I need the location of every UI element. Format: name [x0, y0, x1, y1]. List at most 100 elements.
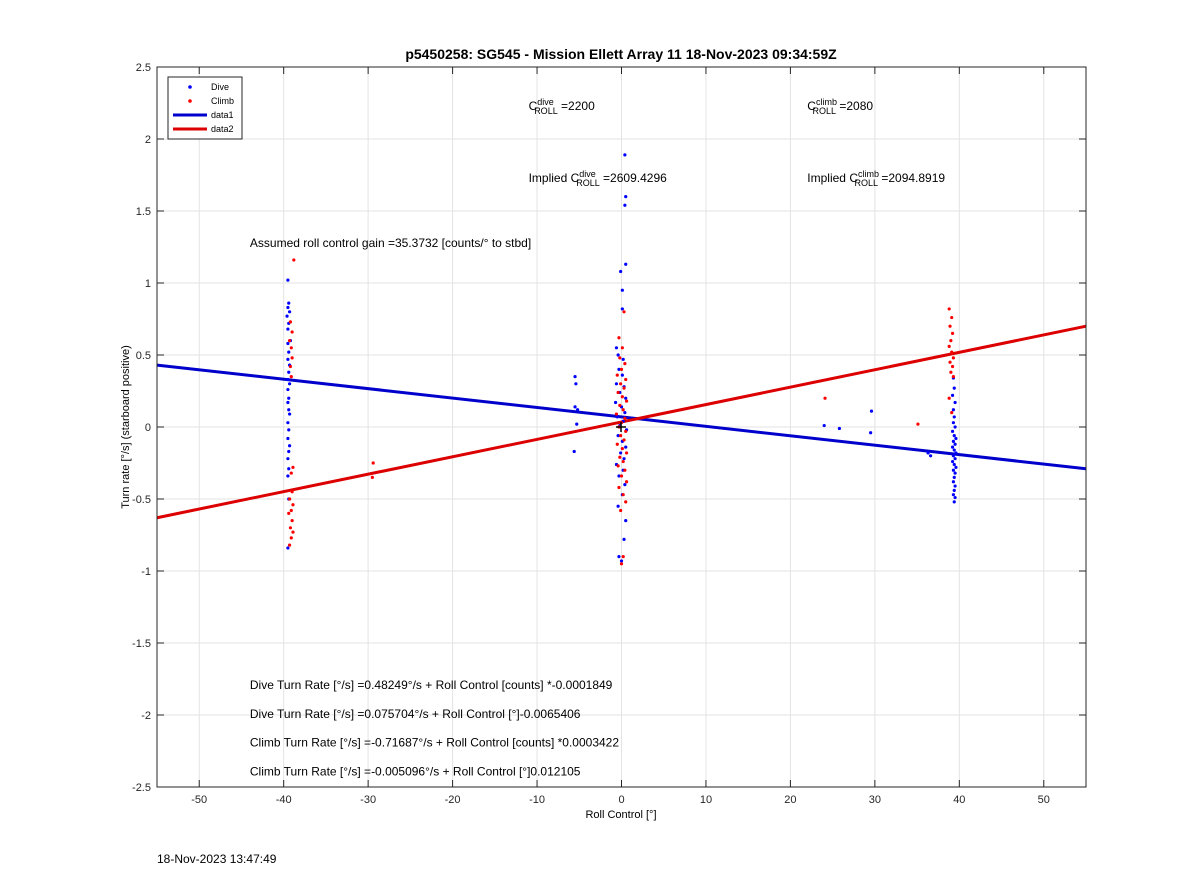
point-dive — [952, 415, 956, 419]
point-climb — [288, 364, 293, 369]
point-climb — [291, 503, 295, 507]
point-climb — [289, 536, 293, 540]
point-dive — [622, 457, 626, 461]
point-dive — [287, 370, 291, 374]
point-dive — [285, 314, 289, 318]
legend-marker-climb — [188, 99, 192, 103]
point-climb — [289, 346, 293, 350]
point-dive — [575, 422, 579, 426]
point-dive — [287, 382, 292, 386]
annotation-c-roll-climb: Cclimb ROLL =2080 — [807, 97, 873, 116]
point-climb — [618, 455, 622, 459]
point-dive — [624, 519, 628, 523]
point-climb — [619, 474, 624, 478]
point-climb — [614, 412, 619, 416]
point-dive — [287, 350, 291, 354]
point-dive — [954, 465, 958, 469]
point-climb — [615, 442, 619, 446]
point-dive — [287, 310, 292, 314]
point-dive — [573, 405, 577, 409]
point-climb — [290, 356, 294, 360]
point-climb — [289, 375, 293, 379]
annotations: Cdive ROLL =2200 Cclimb ROLL =2080 Implied C… — [250, 97, 946, 778]
point-climb — [951, 375, 956, 379]
point-dive — [869, 431, 873, 435]
annotation-climb-counts-fit: Climb Turn Rate [°/s] =-0.71687°/s + Rol… — [250, 736, 619, 750]
point-dive — [950, 429, 955, 433]
point-climb — [616, 390, 620, 395]
point-dive — [620, 288, 624, 292]
point-climb — [287, 511, 291, 515]
y-tick-label: 0 — [145, 422, 151, 434]
point-climb — [621, 408, 625, 412]
point-dive — [952, 500, 956, 504]
point-climb — [619, 434, 623, 438]
x-tick-label: -20 — [445, 794, 461, 806]
point-dive — [620, 373, 624, 377]
point-dive — [869, 409, 874, 413]
annotation-roll-gain: Assumed roll control gain =35.3732 [coun… — [250, 236, 531, 250]
point-climb — [948, 324, 952, 328]
point-dive — [953, 442, 957, 446]
x-tick-label: -40 — [276, 794, 292, 806]
point-climb — [615, 373, 619, 377]
point-dive — [616, 434, 620, 438]
point-climb — [616, 464, 620, 468]
point-dive — [286, 421, 290, 425]
point-climb — [949, 370, 953, 374]
y-tick-label: 1.5 — [136, 206, 151, 218]
point-climb — [620, 447, 624, 451]
point-dive — [286, 457, 290, 461]
point-dive — [953, 471, 957, 475]
point-climb — [621, 555, 625, 559]
legend: Dive Climb data1 data2 — [167, 76, 243, 140]
point-climb — [288, 320, 293, 324]
x-tick-label: 10 — [700, 794, 712, 806]
legend-label: data2 — [211, 124, 234, 134]
point-dive — [615, 415, 619, 419]
point-dive — [574, 382, 578, 386]
point-dive — [951, 454, 956, 458]
point-dive — [926, 451, 930, 455]
point-climb — [949, 339, 953, 343]
point-climb — [290, 519, 294, 523]
point-dive — [951, 468, 956, 472]
x-tick-label: 30 — [869, 794, 881, 806]
point-climb — [624, 500, 628, 504]
point-dive — [952, 434, 956, 438]
point-climb — [289, 508, 293, 513]
point-dive — [575, 408, 580, 412]
point-dive — [951, 408, 956, 412]
point-climb — [624, 451, 629, 455]
y-tick-label: 2.5 — [136, 62, 151, 74]
point-dive — [286, 436, 290, 441]
point-dive — [614, 382, 619, 386]
point-dive — [619, 269, 623, 274]
annotation-implied-c-roll-dive: Implied Cdive ROLL =2609.4296 — [529, 169, 668, 188]
point-dive — [286, 278, 290, 282]
point-climb — [951, 356, 956, 360]
point-dive — [953, 484, 957, 488]
point-climb — [371, 461, 375, 465]
point-climb — [619, 508, 623, 513]
y-axis-label: Turn rate [°/s] (starboard positive) — [120, 345, 132, 509]
point-dive — [951, 439, 956, 443]
x-tick-label: 50 — [1038, 794, 1050, 806]
point-dive — [287, 467, 291, 471]
x-tick-label: -30 — [360, 794, 376, 806]
point-climb — [288, 526, 293, 530]
point-climb — [622, 438, 626, 442]
point-dive — [950, 393, 955, 397]
point-dive — [954, 451, 958, 455]
point-climb — [289, 471, 293, 475]
point-dive — [619, 559, 624, 563]
point-climb — [624, 480, 629, 484]
point-dive — [286, 327, 290, 331]
point-dive — [951, 480, 956, 484]
origin-marker — [616, 422, 626, 432]
point-dive — [619, 451, 623, 455]
point-dive — [287, 396, 291, 400]
point-dive — [286, 377, 290, 382]
y-tick-label: -1.5 — [132, 638, 151, 650]
